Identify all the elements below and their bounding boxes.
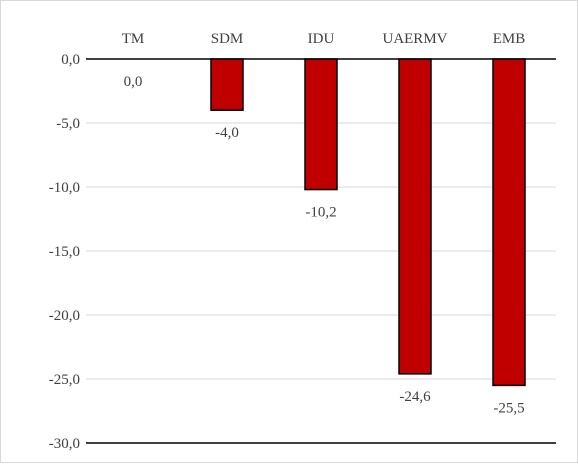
axes [86,58,556,444]
category-label: SDM [211,31,244,47]
labels: 0,0 -5,0 -10,0 -15,0 -20,0 -25,0 -30,0 TM 0,0 SDM… [49,31,526,452]
y-tick-label: -5,0 [56,116,80,132]
category-label: IDU [308,31,335,47]
category-label: TM [122,31,145,47]
gridlines [86,122,556,380]
y-tick-label: -15,0 [49,244,80,260]
data-label: -4,0 [215,125,239,141]
bar [492,58,526,387]
data-label: -25,5 [493,400,524,416]
y-tick-label: -25,0 [49,372,80,388]
data-label: 0,0 [124,74,143,90]
bar [210,58,244,111]
category-label: UAERMV [382,31,447,47]
bars [210,58,526,387]
y-tick-label: -10,0 [49,180,80,196]
bar [398,58,432,375]
bar [304,58,338,191]
category-label: EMB [493,31,526,47]
data-label: -24,6 [399,389,431,405]
y-tick-label: -30,0 [49,436,80,452]
y-tick-label: 0,0 [61,52,80,68]
y-tick-label: -20,0 [49,308,80,324]
data-label: -10,2 [305,205,336,221]
